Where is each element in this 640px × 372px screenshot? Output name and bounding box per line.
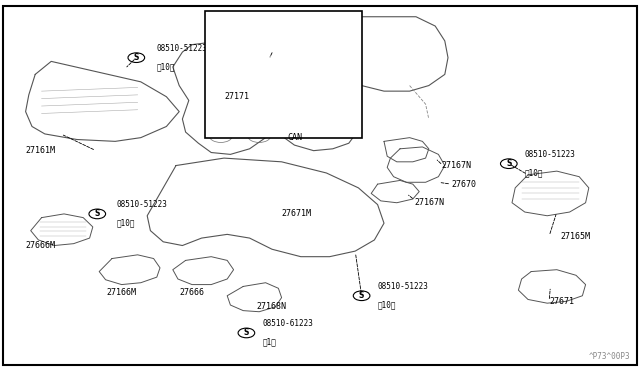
Text: ^P73^00P3: ^P73^00P3 bbox=[589, 352, 630, 361]
Text: 27671: 27671 bbox=[549, 297, 574, 306]
Text: 08510-51223: 08510-51223 bbox=[116, 201, 167, 209]
Text: （10）: （10） bbox=[116, 218, 135, 227]
Text: 27167N: 27167N bbox=[415, 198, 445, 207]
Text: 08510-51223: 08510-51223 bbox=[157, 44, 207, 53]
Text: S: S bbox=[244, 328, 249, 337]
Text: 27161M: 27161M bbox=[26, 146, 56, 155]
Text: 27171: 27171 bbox=[224, 92, 249, 101]
Bar bbox=[205, 11, 362, 138]
Text: （1）: （1） bbox=[291, 55, 305, 64]
Text: S: S bbox=[271, 46, 276, 55]
Text: 27666: 27666 bbox=[179, 288, 205, 296]
Text: （1）: （1） bbox=[262, 337, 276, 346]
Text: 27168N: 27168N bbox=[256, 302, 286, 311]
Text: （10）: （10） bbox=[525, 168, 543, 177]
Text: 08510-51223: 08510-51223 bbox=[378, 282, 428, 291]
Text: 27666M: 27666M bbox=[26, 241, 56, 250]
Text: 08360-61626: 08360-61626 bbox=[291, 37, 342, 46]
Text: 27670: 27670 bbox=[451, 180, 476, 189]
Text: 27165M: 27165M bbox=[560, 232, 590, 241]
Text: S: S bbox=[95, 209, 100, 218]
Text: （10）: （10） bbox=[378, 300, 396, 309]
Text: 08510-51223: 08510-51223 bbox=[525, 150, 575, 159]
Text: S: S bbox=[506, 159, 511, 168]
Text: S: S bbox=[134, 53, 139, 62]
Text: CAN: CAN bbox=[287, 133, 302, 142]
Text: 08510-61223: 08510-61223 bbox=[262, 320, 313, 328]
Text: 27671M: 27671M bbox=[282, 209, 312, 218]
Text: 27167N: 27167N bbox=[442, 161, 472, 170]
Text: （10）: （10） bbox=[157, 62, 175, 71]
Text: S: S bbox=[359, 291, 364, 300]
Text: 27166M: 27166M bbox=[107, 288, 136, 296]
